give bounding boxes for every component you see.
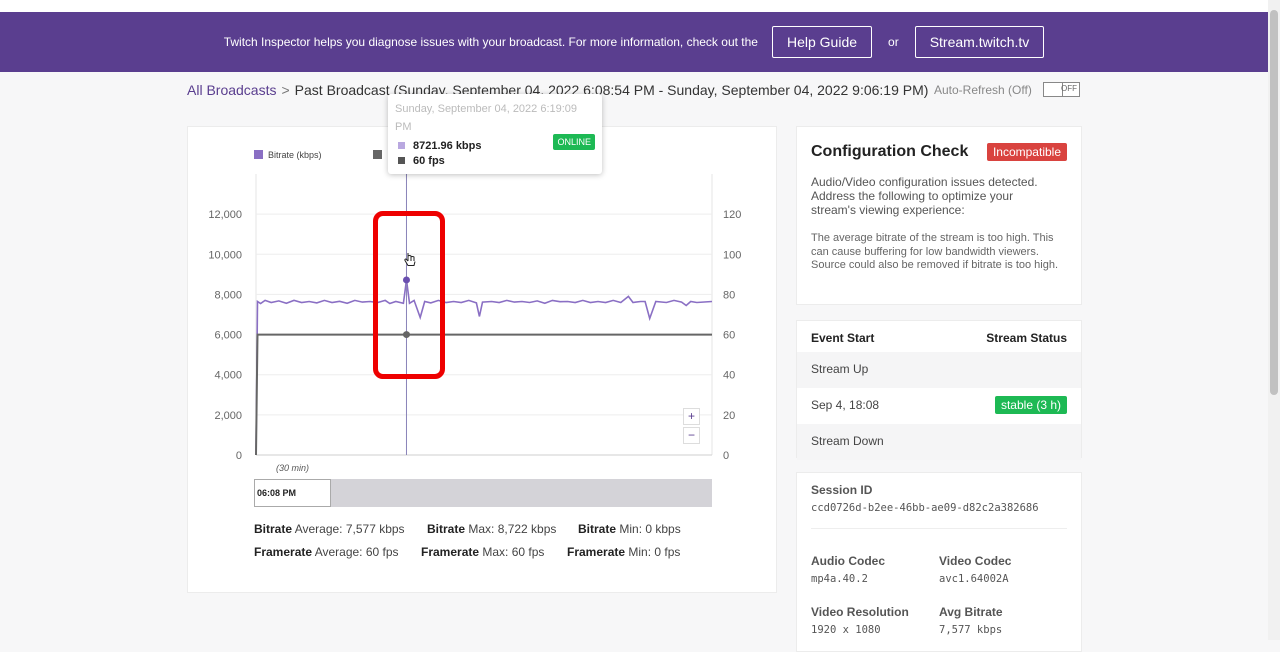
video-codec-value: avc1.64002A <box>939 573 1009 585</box>
bitrate-series-line <box>255 279 713 456</box>
left-tick-label: 10,000 <box>208 249 242 261</box>
right-tick-label: 60 <box>723 330 735 342</box>
chart-legend: Bitrate (kbps) <box>254 150 382 160</box>
left-axis-ticks: 0 2,000 4,000 6,000 8,000 10,000 12,000 <box>208 209 242 462</box>
left-tick-label: 6,000 <box>214 330 242 342</box>
chart-card <box>187 126 777 593</box>
stream-twitch-button[interactable]: Stream.twitch.tv <box>914 26 1045 58</box>
left-tick-label: 8,000 <box>214 289 242 301</box>
breadcrumb-separator: > <box>281 82 290 98</box>
banner-message: Twitch Inspector helps you diagnose issu… <box>223 35 758 49</box>
avg-bitrate-value: 7,577 kbps <box>939 624 1003 636</box>
events-card: Event Start Stream Status Stream Up Sep … <box>796 320 1082 460</box>
config-description: Audio/Video configuration issues detecte… <box>811 175 1038 217</box>
left-tick-label: 12,000 <box>208 209 242 221</box>
banner-or-text: or <box>888 35 899 49</box>
right-tick-label: 120 <box>723 209 741 221</box>
event-start-header: Event Start <box>811 331 875 345</box>
framerate-series-line <box>255 333 712 456</box>
toggle-knob <box>1044 83 1063 96</box>
right-tick-label: 80 <box>723 289 735 301</box>
scrollbar-thumb[interactable] <box>1270 10 1278 395</box>
framerate-max-stat: Framerate Max: 60 fps <box>421 545 545 559</box>
stable-status-badge: stable (3 h) <box>994 396 1067 414</box>
framerate-average-stat: Framerate Average: 60 fps <box>254 545 399 559</box>
all-broadcasts-link[interactable]: All Broadcasts <box>187 82 277 98</box>
avg-bitrate-label: Avg Bitrate <box>939 605 1003 619</box>
tooltip-bitrate: 8721.96 kbps <box>413 140 482 152</box>
config-issue: The average bitrate of the stream is too… <box>811 232 1059 271</box>
tooltip-bitrate-row: 8721.96 kbps <box>398 140 482 152</box>
bitrate-max-stat: Bitrate Max: 8,722 kbps <box>427 522 557 536</box>
page-scrollbar[interactable] <box>1268 0 1280 640</box>
right-tick-label: 100 <box>723 249 741 261</box>
left-tick-label: 4,000 <box>214 370 242 382</box>
timeline-navigator[interactable]: 06:08 PM <box>254 479 712 507</box>
top-strip <box>0 0 1280 12</box>
highlight-box <box>373 211 445 379</box>
configuration-check-card: Configuration Check Incompatible Audio/V… <box>796 126 1082 305</box>
left-tick-label: 0 <box>236 450 242 462</box>
broadcast-chart[interactable]: Bitrate (kbps) 0 2,000 4,000 6,000 8,000 10,0… <box>0 0 1268 640</box>
tooltip-fps-row: 60 fps <box>398 155 445 167</box>
event-label: Sep 4, 18:08 <box>811 398 880 412</box>
video-codec-label: Video Codec <box>939 554 1012 568</box>
event-label: Stream Down <box>811 434 884 448</box>
video-resolution-value: 1920 x 1080 <box>811 624 881 636</box>
left-tick-label: 2,000 <box>214 410 242 422</box>
event-row: Stream Down <box>797 424 1081 460</box>
config-title: Configuration Check <box>811 143 969 160</box>
event-label: Stream Up <box>811 362 869 376</box>
right-tick-label: 20 <box>723 410 735 422</box>
stream-status-header: Stream Status <box>986 331 1067 345</box>
right-axis-ticks: 0 20 40 60 80 100 120 <box>723 209 741 462</box>
fps-hover-point <box>402 331 410 339</box>
audio-codec-label: Audio Codec <box>811 554 885 568</box>
video-resolution-label: Video Resolution <box>811 605 909 619</box>
session-id-value: ccd0726d-b2ee-46bb-ae09-d82c2a382686 <box>811 502 1039 514</box>
legend-label: Bitrate (kbps) <box>268 150 322 160</box>
fps-swatch-icon <box>398 157 405 164</box>
hover-markers <box>402 174 410 455</box>
right-tick-label: 0 <box>723 450 729 462</box>
auto-refresh-toggle[interactable]: OFF <box>1043 82 1080 97</box>
toggle-state-label: OFF <box>1061 84 1077 93</box>
legend-swatch-icon <box>254 150 263 159</box>
session-id-label: Session ID <box>811 483 873 497</box>
bitrate-min-stat: Bitrate Min: 0 kbps <box>578 522 681 536</box>
online-badge: ONLINE <box>553 134 595 150</box>
timeline-selection[interactable]: 06:08 PM <box>254 479 331 507</box>
incompatible-badge: Incompatible <box>986 143 1067 161</box>
legend-swatch-icon <box>373 150 382 159</box>
tooltip-timestamp: Sunday, September 04, 2022 6:19:09 PM <box>395 103 578 133</box>
timeline-start-label: 06:08 PM <box>257 488 297 498</box>
event-row: Stream Up <box>797 352 1081 388</box>
event-row: Sep 4, 18:08 stable (3 h) <box>797 388 1081 424</box>
bitrate-average-stat: Bitrate Average: 7,577 kbps <box>254 522 405 536</box>
chart-tooltip: Sunday, September 04, 2022 6:19:09 PM 87… <box>388 94 602 174</box>
audio-codec-value: mp4a.40.2 <box>811 573 868 585</box>
info-banner: Twitch Inspector helps you diagnose issu… <box>0 12 1268 72</box>
zoom-in-button[interactable]: + <box>683 408 700 425</box>
bitrate-swatch-icon <box>398 142 405 149</box>
session-divider <box>811 528 1067 529</box>
hand-cursor-icon <box>404 253 416 266</box>
chart-series <box>255 279 713 456</box>
auto-refresh-label: Auto-Refresh (Off) <box>934 83 1032 97</box>
session-info-card: Session ID ccd0726d-b2ee-46bb-ae09-d82c2… <box>796 472 1082 652</box>
bitrate-hover-point <box>402 276 410 284</box>
range-hint: (30 min) <box>276 463 310 473</box>
framerate-min-stat: Framerate Min: 0 fps <box>567 545 681 559</box>
help-guide-button[interactable]: Help Guide <box>771 26 873 58</box>
chart-grid <box>255 174 713 456</box>
zoom-out-button[interactable]: − <box>683 427 700 444</box>
right-tick-label: 40 <box>723 370 735 382</box>
tooltip-fps: 60 fps <box>413 155 445 167</box>
